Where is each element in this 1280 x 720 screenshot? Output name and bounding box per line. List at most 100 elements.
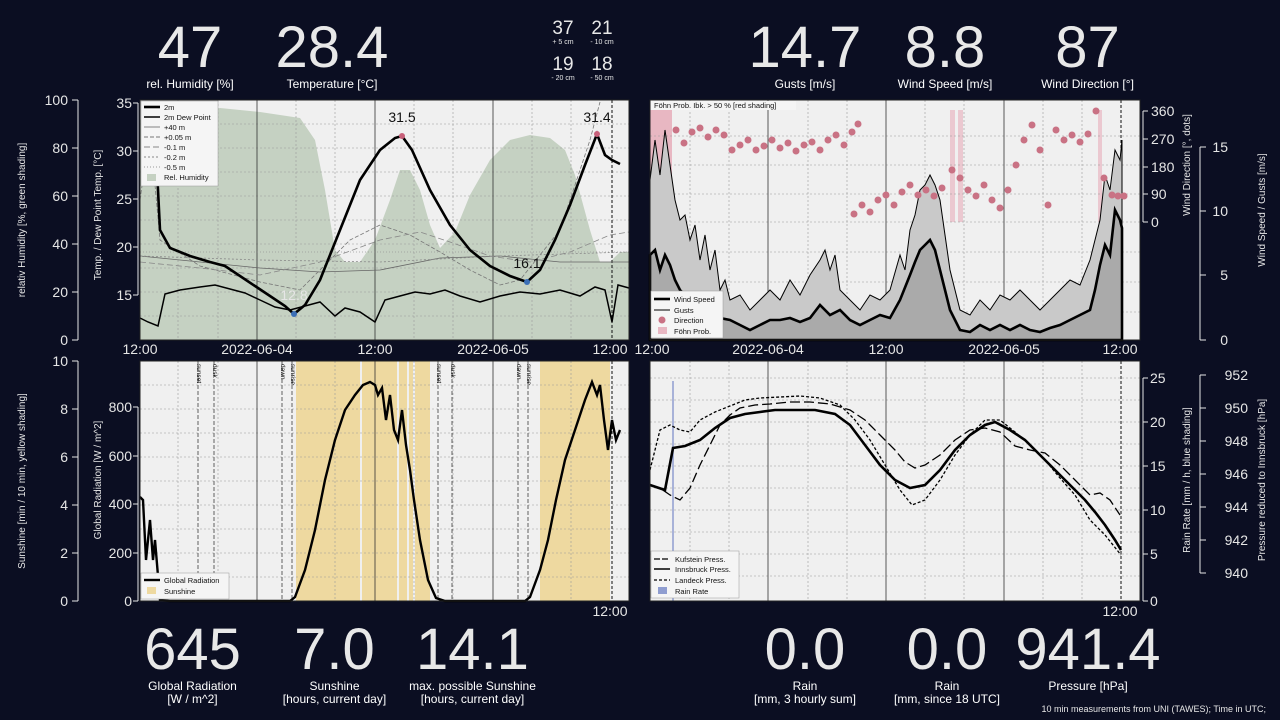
pressure-axis: [1199, 374, 1206, 574]
pressure-label: Pressure [hPa]: [1048, 679, 1128, 693]
temperature-readout: 28.4 Temperature [°C]: [262, 18, 402, 91]
rain-18-label: Rain: [934, 679, 960, 693]
humidity-readout: 47 rel. Humidity [%]: [130, 18, 250, 91]
legend-minus05: -0.5 m: [164, 163, 185, 172]
temperature-label: Temperature [°C]: [286, 77, 378, 91]
rain-tick: 25: [1150, 370, 1166, 386]
event-dawn-2: dawn: [515, 364, 522, 380]
wind-speed-value: 8.8: [904, 15, 986, 80]
sun-day-lines: [256, 361, 494, 601]
humidity-axis: [72, 99, 79, 341]
event-dawn: dawn: [279, 364, 286, 380]
sunshine-tick: 2: [60, 545, 68, 561]
sunshine-shading: [296, 361, 610, 601]
soil-temp-50cm: 18 - 50 cm: [582, 55, 622, 83]
sunshine-tick: 6: [60, 449, 68, 465]
wind-speed-axis-label: Wind Speed / Gusts [m/s]: [1257, 153, 1268, 267]
max-sunshine-readout: 14.1 max. possible Sunshine [hours, curr…: [400, 620, 545, 706]
temp-minus-01m-line: [139, 231, 630, 276]
kufstein-pressure-line: [649, 401, 1121, 516]
pressure-panel: Kufstein Press. Innsbruck Press. Landeck…: [649, 360, 1268, 619]
sunshine-axis: [72, 360, 79, 602]
soil-label: - 50 cm: [590, 75, 614, 82]
sunshine-axis-label: Sunshine [min / 10 min, yellow shading]: [17, 393, 28, 569]
pressure-tick: 948: [1225, 433, 1249, 449]
sun-gridlines: [140, 361, 629, 601]
wind-direction-value: 87: [1055, 15, 1120, 80]
humidity-tick: 100: [45, 92, 69, 108]
event-sunrise: sunrise: [289, 364, 296, 385]
event-sunrise-2: sunrise: [525, 364, 532, 385]
temp-max-marker-2: [594, 131, 600, 137]
temp-min-marker-2: [524, 279, 530, 285]
soil-label: - 10 cm: [590, 39, 614, 46]
event-sunset: sunset: [195, 364, 202, 383]
pressure-tick: 942: [1225, 532, 1249, 548]
soil-label: + 5 cm: [552, 39, 574, 46]
temp-panel: 12.8 31.5 16.1 31.4 2m 2m Dew Point +40 …: [17, 92, 630, 357]
pressure-tick: 952: [1225, 367, 1249, 383]
wind-speed-axis: [1199, 146, 1206, 341]
radiation-tick: 600: [109, 448, 133, 464]
soil-value: 18: [591, 54, 613, 75]
wind-x-tick: 2022-06-05: [968, 341, 1040, 357]
soil-label: - 20 cm: [551, 75, 575, 82]
soil-value: 21: [591, 18, 613, 39]
direction-tick: 270: [1151, 131, 1175, 147]
temperature-tick: 15: [116, 287, 132, 303]
wind-legend: Wind Speed Gusts Direction Föhn Prob.: [650, 290, 724, 339]
wind-direction-axis-label: Wind Direction [°, dots]: [1182, 114, 1193, 216]
legend-wind-speed: Wind Speed: [674, 295, 715, 304]
temp-legend: 2m 2m Dew Point +40 m +0.05 m -0.1 m -0.…: [140, 100, 219, 187]
legend-kufstein: Kufstein Press.: [675, 555, 725, 564]
sun-x-tick-last: 12:00: [592, 603, 627, 619]
humidity-tick: 0: [60, 332, 68, 348]
sun-panel-frame: [139, 360, 630, 602]
foehn-title: Föhn Prob. Ibk. > 50 % [red shading]: [654, 101, 776, 110]
legend-global-radiation: Global Radiation: [164, 576, 219, 585]
pressure-tick: 946: [1225, 466, 1249, 482]
legend-plus005: +0.05 m: [164, 133, 191, 142]
temp-day-lines: [256, 100, 494, 340]
temp-panel-frame: [139, 99, 630, 341]
rain-3h-value: 0.0: [764, 617, 846, 682]
pressure-tick: 940: [1225, 565, 1249, 581]
radiation-tick: 0: [124, 593, 132, 609]
max-sunshine-value: 14.1: [416, 617, 529, 682]
temp-x-tick: 12:00: [122, 341, 157, 357]
legend-landeck: Landeck Press.: [675, 576, 727, 585]
humidity-area: [140, 108, 629, 340]
speed-tick: 0: [1220, 332, 1228, 348]
humidity-tick: 20: [52, 284, 68, 300]
legend-innsbruck: Innsbruck Press.: [675, 565, 731, 574]
humidity-value: 47: [157, 15, 223, 80]
direction-tick: 0: [1151, 214, 1159, 230]
radiation-tick: 200: [109, 545, 133, 561]
innsbruck-pressure-line: [649, 408, 1123, 551]
event-dusk: dusk: [211, 364, 218, 378]
global-radiation-value: 645: [144, 617, 241, 682]
humidity-tick: 40: [52, 236, 68, 252]
temperature-axis-label: Temp. / Dew Point Temp. [°C]: [93, 150, 104, 281]
press-legend: Kufstein Press. Innsbruck Press. Landeck…: [650, 550, 740, 599]
temperature-tick: 35: [116, 95, 132, 111]
press-day-lines: [767, 361, 1005, 601]
gusts-label: Gusts [m/s]: [774, 77, 836, 91]
rain-tick: 20: [1150, 414, 1166, 430]
temp-max-marker: [399, 133, 405, 139]
wind-panel-frame: [649, 99, 1141, 341]
max-sunshine-label: max. possible Sunshine: [409, 679, 536, 693]
radiation-tick: 800: [109, 399, 133, 415]
landeck-pressure-line: [649, 395, 1122, 556]
legend-minus02: -0.2 m: [164, 153, 185, 162]
soil-temp-5cm: 37 + 5 cm: [543, 19, 583, 47]
wind-x-tick: 12:00: [868, 341, 903, 357]
annotation-31-4: 31.4: [583, 109, 610, 125]
legend-foehn: Föhn Prob.: [674, 327, 711, 336]
global-radiation-label: Global Radiation: [148, 679, 237, 693]
rain-3h-readout: 0.0 Rain [mm, 3 hourly sum]: [745, 620, 865, 706]
legend-plus40: +40 m: [164, 123, 185, 132]
sunshine-value: 7.0: [294, 617, 375, 682]
annotation-16-1: 16.1: [513, 255, 540, 271]
radiation-axis-label: Global Radiation [W / m^2]: [93, 420, 104, 539]
